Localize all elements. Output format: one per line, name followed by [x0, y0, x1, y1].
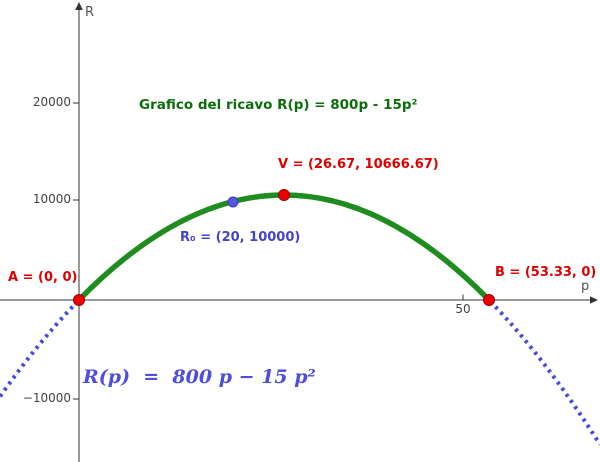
y-axis-arrow-icon	[75, 2, 83, 10]
point-a-label: A = (0, 0)	[8, 270, 78, 285]
formula-text: R(p) = 800 p − 15 p²	[83, 366, 316, 388]
x-axis-label: p	[581, 279, 590, 294]
point-b-label: B = (53.33, 0)	[495, 265, 597, 280]
r0-label: R₀ = (20, 10000)	[180, 230, 301, 245]
revenue-curve[interactable]	[77, 192, 491, 302]
y-tick-label-10000: 10000	[32, 192, 71, 206]
point-a[interactable]	[73, 294, 85, 306]
x-tick-label-50: 50	[455, 302, 471, 316]
y-axis-label: R	[85, 5, 95, 20]
x-axis-arrow-icon	[590, 296, 598, 304]
point-r0[interactable]	[227, 196, 239, 208]
chart-title: Grafico del ricavo R(p) = 800p - 15p²	[139, 97, 418, 113]
y-tick-label-neg10000: −10000	[22, 391, 71, 405]
point-b[interactable]	[483, 294, 495, 306]
vertex-point[interactable]	[278, 189, 290, 201]
vertex-label: V = (26.67, 10666.67)	[278, 157, 439, 172]
y-tick-label-20000: 20000	[32, 95, 71, 109]
